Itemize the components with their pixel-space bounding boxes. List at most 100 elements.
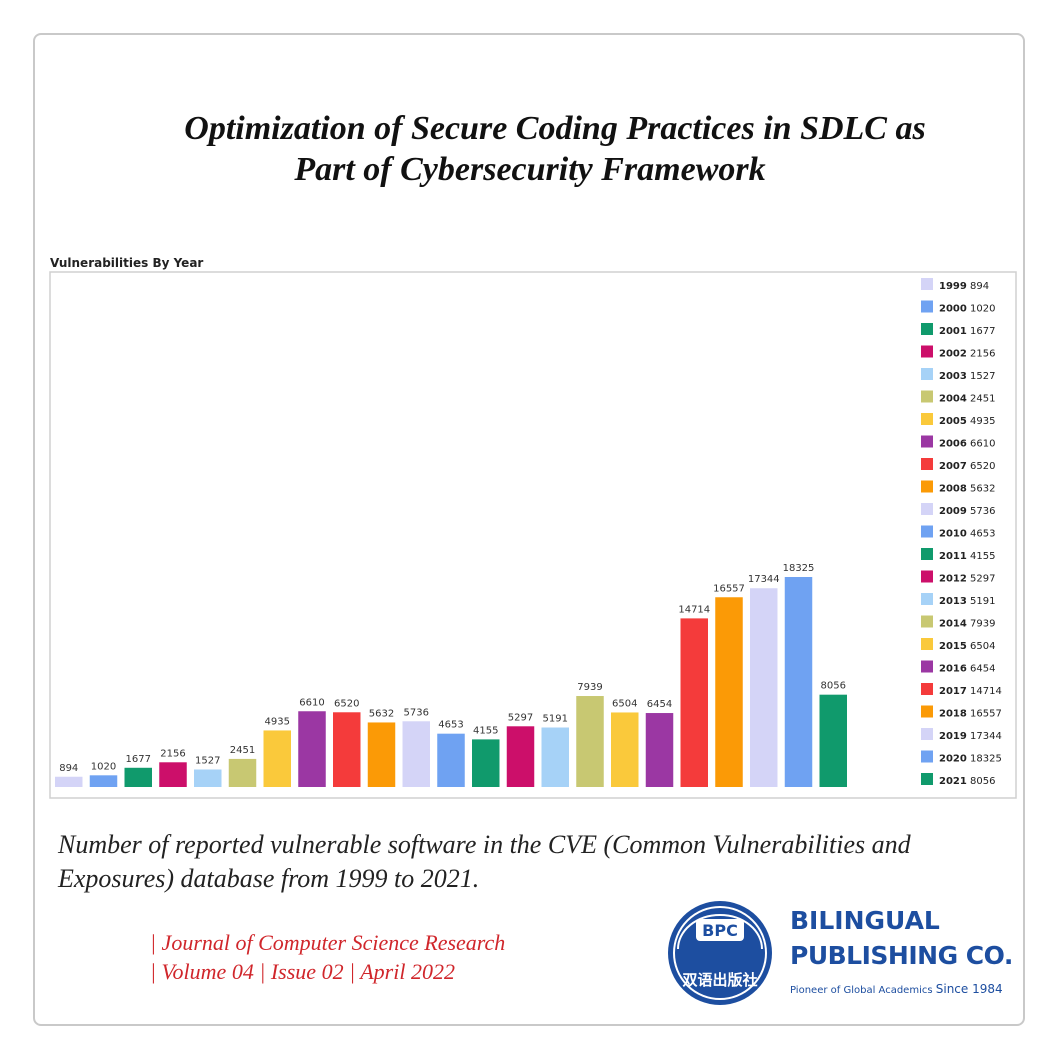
logo-text: BPC bbox=[702, 921, 738, 940]
legend-entry-2003: 2003 1527 bbox=[939, 371, 995, 382]
data-label-2002: 2156 bbox=[160, 748, 185, 759]
legend-entry-2018: 2018 16557 bbox=[939, 709, 1002, 720]
bar-1999 bbox=[55, 776, 83, 787]
page-title-line1: Optimization of Secure Coding Practices … bbox=[184, 110, 926, 147]
legend-entry-2006: 2006 6610 bbox=[939, 439, 995, 450]
legend-swatch-2007 bbox=[921, 458, 933, 470]
legend-entry-2008: 2008 5632 bbox=[939, 484, 995, 495]
bar-2008 bbox=[367, 722, 396, 787]
legend-entry-2002: 2002 2156 bbox=[939, 349, 995, 360]
legend-entry-2015: 2015 6504 bbox=[939, 641, 995, 652]
data-label-2019: 17344 bbox=[748, 574, 780, 585]
legend-entry-2013: 2013 5191 bbox=[939, 596, 995, 607]
legend-swatch-2019 bbox=[921, 728, 933, 740]
bar-2014 bbox=[576, 696, 604, 787]
data-label-2021: 8056 bbox=[821, 681, 846, 692]
legend-swatch-2020 bbox=[921, 750, 933, 763]
legend-entry-2021: 2021 8056 bbox=[939, 776, 995, 787]
journal-issue: | Volume 04 | Issue 02 | April 2022 bbox=[150, 959, 455, 984]
legend-swatch-2000 bbox=[921, 300, 933, 313]
bar-2015 bbox=[611, 712, 639, 787]
bar-2005 bbox=[263, 730, 291, 787]
legend-entry-2004: 2004 2451 bbox=[939, 394, 995, 405]
bar-2018 bbox=[715, 597, 743, 787]
publisher-name-line1: BILINGUAL bbox=[790, 906, 940, 935]
publisher-logo: BPC 双语出版社 bbox=[668, 901, 772, 1005]
data-label-2010: 4653 bbox=[438, 720, 463, 731]
figure-caption: Number of reported vulnerable software i… bbox=[58, 830, 911, 893]
legend-entry-2009: 2009 5736 bbox=[939, 506, 995, 517]
legend-entry-2017: 2017 14714 bbox=[939, 686, 1002, 697]
bar-2009 bbox=[402, 721, 430, 787]
legend-swatch-2002 bbox=[921, 345, 933, 358]
legend-swatch-2003 bbox=[921, 368, 933, 380]
legend-swatch-2018 bbox=[921, 705, 933, 718]
legend-swatch-2015 bbox=[921, 638, 933, 650]
bar-2016 bbox=[645, 713, 674, 787]
legend-entry-1999: 1999 894 bbox=[939, 281, 989, 292]
chart-title: Vulnerabilities By Year bbox=[50, 256, 204, 270]
bar-2017 bbox=[680, 618, 708, 787]
legend-swatch-2021 bbox=[921, 773, 933, 785]
publisher-tagline: Pioneer of Global Academics Since 1984 bbox=[790, 982, 1003, 996]
publisher-since: Since 1984 bbox=[935, 982, 1003, 996]
legend-entry-2005: 2005 4935 bbox=[939, 416, 995, 427]
legend-swatch-2005 bbox=[921, 413, 933, 425]
legend: 1999 894 2000 1020 2001 1677 2002 2156 2003 … bbox=[921, 278, 1002, 787]
data-label-2011: 4155 bbox=[473, 725, 498, 736]
bar-2006 bbox=[298, 711, 326, 787]
legend-swatch-2006 bbox=[921, 435, 933, 448]
legend-entry-2011: 2011 4155 bbox=[939, 551, 995, 562]
bar-2011 bbox=[472, 739, 500, 787]
legend-swatch-2011 bbox=[921, 548, 933, 560]
bar-2013 bbox=[541, 727, 569, 787]
data-label-2016: 6454 bbox=[647, 699, 672, 710]
bar-2020 bbox=[784, 577, 813, 787]
data-label-2012: 5297 bbox=[508, 712, 533, 723]
data-label-2003: 1527 bbox=[195, 756, 220, 767]
legend-entry-2000: 2000 1020 bbox=[939, 304, 995, 315]
data-label-1999: 894 bbox=[59, 763, 78, 774]
plot-frame bbox=[49, 271, 1017, 799]
legend-entry-2010: 2010 4653 bbox=[939, 529, 995, 540]
legend-entry-2007: 2007 6520 bbox=[939, 461, 995, 472]
bar-2012 bbox=[506, 726, 535, 787]
legend-entry-2014: 2014 7939 bbox=[939, 619, 995, 630]
legend-entry-2020: 2020 18325 bbox=[939, 754, 1002, 765]
legend-swatch-2013 bbox=[921, 593, 933, 605]
data-label-2004: 2451 bbox=[230, 745, 255, 756]
legend-entry-2012: 2012 5297 bbox=[939, 574, 995, 585]
data-label-2018: 16557 bbox=[713, 583, 745, 594]
legend-swatch-2001 bbox=[921, 323, 933, 335]
data-label-2006: 6610 bbox=[299, 697, 324, 708]
legend-swatch-2016 bbox=[921, 660, 933, 673]
bar-2007 bbox=[333, 712, 361, 787]
bars-group: 894 1020 1677 2156 1527 2451 4935 6610 6520 5632 5… bbox=[55, 563, 847, 787]
data-label-2005: 4935 bbox=[265, 716, 290, 727]
logo-characters: 双语出版社 bbox=[682, 971, 757, 989]
data-label-2007: 6520 bbox=[334, 698, 359, 709]
publisher-tagline-text: Pioneer of Global Academics bbox=[790, 985, 933, 996]
bar-2019 bbox=[750, 588, 778, 787]
data-label-2001: 1677 bbox=[126, 754, 151, 765]
data-label-2009: 5736 bbox=[404, 707, 429, 718]
bar-2001 bbox=[124, 767, 152, 787]
data-label-2014: 7939 bbox=[577, 682, 602, 693]
legend-swatch-2012 bbox=[921, 570, 933, 583]
bar-2003 bbox=[194, 769, 222, 787]
publisher-name-line2: PUBLISHING CO. bbox=[790, 941, 1013, 970]
page-title-line2: Part of Cybersecurity Framework bbox=[294, 151, 766, 188]
data-label-2000: 1020 bbox=[91, 761, 116, 772]
data-label-2008: 5632 bbox=[369, 708, 394, 719]
legend-swatch-2010 bbox=[921, 525, 933, 538]
legend-entry-2019: 2019 17344 bbox=[939, 731, 1002, 742]
legend-entry-2016: 2016 6454 bbox=[939, 664, 995, 675]
legend-swatch-2017 bbox=[921, 683, 933, 695]
data-label-2013: 5191 bbox=[543, 714, 568, 725]
bar-2000 bbox=[89, 775, 118, 787]
data-label-2017: 14714 bbox=[678, 604, 710, 615]
data-label-2015: 6504 bbox=[612, 698, 637, 709]
legend-swatch-1999 bbox=[921, 278, 933, 290]
journal-name: | Journal of Computer Science Research bbox=[150, 930, 506, 955]
